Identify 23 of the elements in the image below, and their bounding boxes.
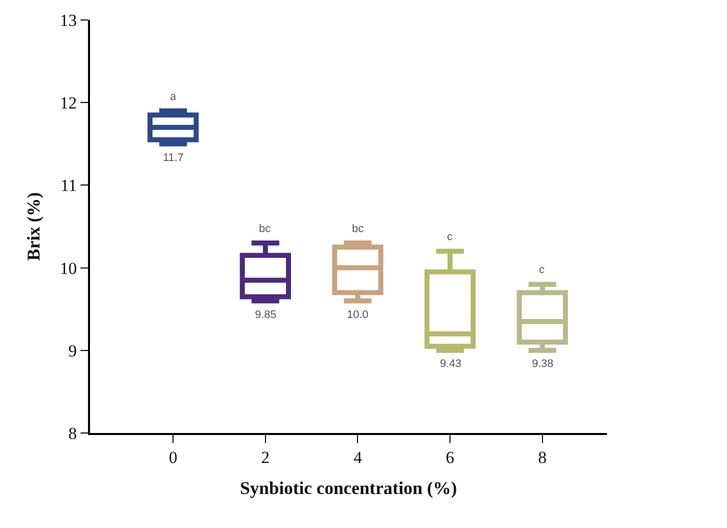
annotation: c (447, 231, 453, 243)
y-tick-label: 11 (60, 176, 77, 196)
annotation: 9.38 (532, 358, 554, 370)
annotation: 11.7 (163, 152, 184, 164)
y-tick-label: 9 (68, 341, 77, 360)
x-axis-title: Synbiotic concentration (%) (240, 478, 457, 498)
annotation: bc (259, 223, 272, 235)
y-tick-label: 10 (60, 258, 77, 278)
annotation: a (170, 91, 177, 103)
annotation: 10.0 (347, 309, 368, 321)
x-tick-label: 2 (261, 448, 270, 468)
y-tick-label: 12 (60, 94, 77, 113)
annotation: 9.85 (255, 309, 276, 321)
x-tick-label: 4 (353, 448, 362, 468)
y-tick-label: 13 (60, 10, 77, 30)
annotation: c (539, 264, 545, 276)
y-axis-title: Brix (%) (24, 192, 44, 261)
y-tick-label: 8 (68, 424, 77, 443)
x-tick-label: 8 (538, 448, 547, 468)
annotation: bc (352, 223, 364, 235)
x-tick-label: 0 (168, 448, 178, 468)
x-tick-label: 6 (446, 448, 454, 468)
annotation: 9.43 (440, 358, 462, 370)
